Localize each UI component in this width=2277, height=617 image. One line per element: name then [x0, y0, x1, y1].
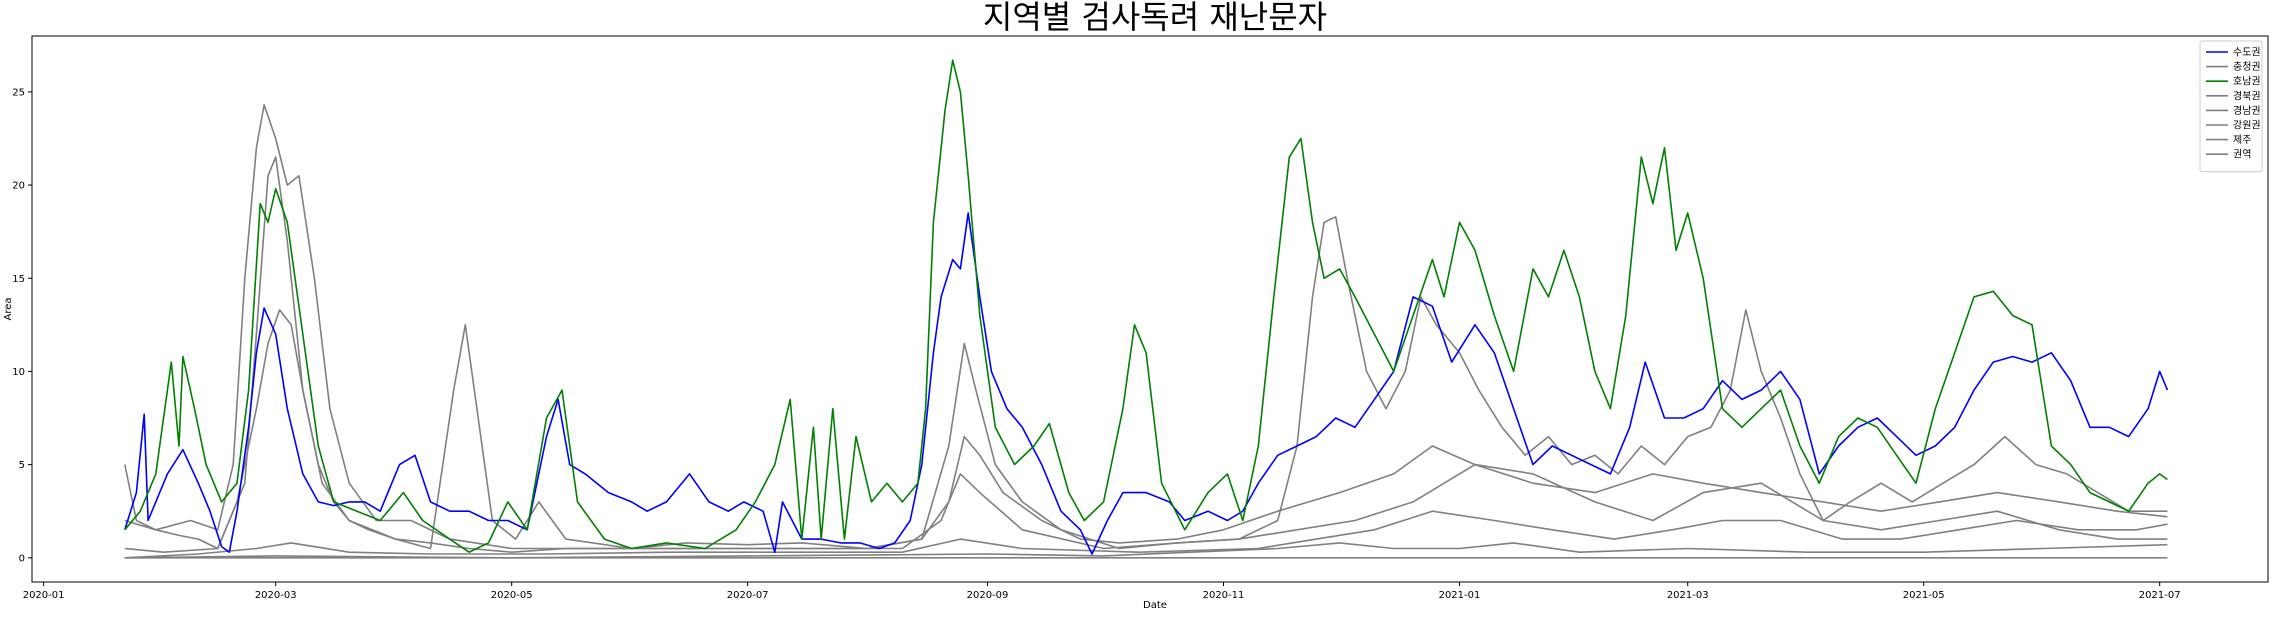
y-tick-label: 20: [12, 181, 25, 192]
series-line-6: [124, 542, 2168, 559]
series-line-3: [124, 104, 2168, 550]
legend-label: 경남권: [2233, 104, 2261, 117]
legend-label: 호남권: [2233, 76, 2261, 88]
x-tick-label: 2021-03: [1667, 590, 1709, 601]
y-tick-label: 5: [19, 460, 25, 471]
x-tick-label: 2020-07: [727, 590, 769, 601]
x-tick-label: 2021-07: [2139, 590, 2181, 601]
y-tick-label: 0: [19, 553, 25, 564]
x-tick-label: 2020-09: [967, 590, 1009, 601]
legend-label: 수도권: [2233, 47, 2261, 59]
x-tick-label: 2020-03: [255, 590, 297, 601]
series-line-2: [124, 59, 2168, 553]
series-line-1: [124, 309, 2168, 553]
series-lines: [124, 59, 2169, 559]
y-axis-ticks: 0 5 10 15 20 25: [12, 87, 32, 564]
legend-label: 제주: [2233, 134, 2251, 146]
y-tick-label: 10: [12, 367, 25, 378]
y-tick-label: 15: [12, 274, 25, 285]
legend-label: 경북권: [2233, 89, 2261, 102]
x-tick-label: 2021-01: [1439, 590, 1481, 601]
y-tick-label: 25: [12, 87, 25, 98]
plot-frame: [31, 35, 2269, 583]
x-axis-ticks: 2020-01 2020-03 2020-05 2020-07 2020-09 2020-…: [23, 582, 2181, 601]
x-tick-label: 2020-05: [491, 590, 533, 601]
chart-title: 지역별 검사독려 재난문자: [983, 0, 1327, 36]
legend-label: 충청권: [2233, 61, 2261, 73]
x-axis-label: Date: [1143, 600, 1167, 611]
legend-label: 권역: [2233, 149, 2251, 161]
series-line-0: [124, 212, 2169, 555]
legend-label: 강원권: [2233, 120, 2261, 132]
x-tick-label: 2020-11: [1203, 590, 1245, 601]
series-line-4: [124, 156, 2168, 553]
x-tick-label: 2020-01: [23, 590, 65, 601]
series-line-5: [124, 510, 2168, 559]
x-tick-label: 2021-05: [1903, 590, 1945, 601]
y-axis-label: Area: [3, 297, 14, 320]
